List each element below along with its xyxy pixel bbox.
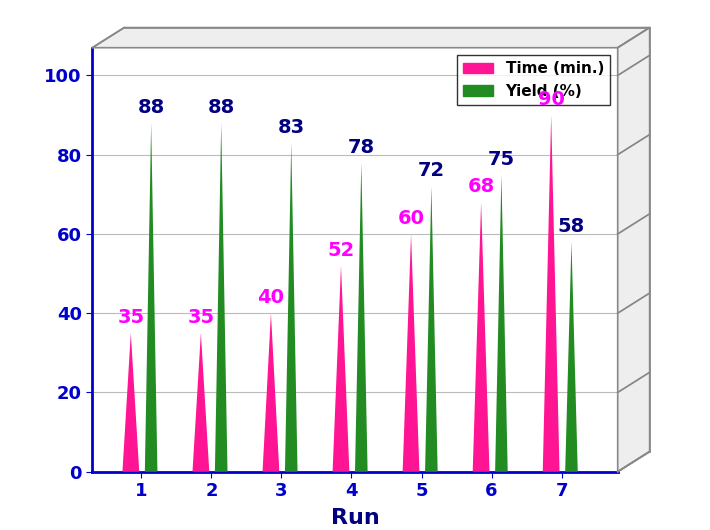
Text: 83: 83 [278, 118, 305, 137]
Text: 72: 72 [417, 162, 445, 180]
Text: 88: 88 [207, 98, 235, 117]
Text: 40: 40 [258, 288, 285, 307]
Polygon shape [565, 242, 578, 472]
Polygon shape [145, 123, 158, 472]
Polygon shape [355, 163, 368, 472]
Text: 60: 60 [398, 209, 425, 228]
Text: 58: 58 [558, 217, 585, 236]
X-axis label: Run: Run [331, 508, 379, 528]
Polygon shape [495, 174, 508, 472]
Polygon shape [122, 333, 139, 472]
Text: 35: 35 [187, 308, 214, 327]
Polygon shape [192, 333, 209, 472]
Text: 52: 52 [327, 241, 354, 260]
Polygon shape [542, 115, 559, 472]
Text: 75: 75 [488, 149, 515, 169]
Legend: Time (min.), Yield (%): Time (min.), Yield (%) [457, 55, 610, 105]
Text: 88: 88 [138, 98, 165, 117]
Polygon shape [332, 266, 349, 472]
Text: 35: 35 [117, 308, 144, 327]
Polygon shape [403, 234, 420, 472]
Polygon shape [263, 313, 279, 472]
Text: 78: 78 [348, 138, 375, 157]
Polygon shape [285, 143, 297, 472]
Polygon shape [425, 187, 437, 472]
Polygon shape [215, 123, 227, 472]
Text: 90: 90 [537, 90, 564, 109]
Text: 68: 68 [467, 178, 495, 196]
Polygon shape [473, 202, 489, 472]
